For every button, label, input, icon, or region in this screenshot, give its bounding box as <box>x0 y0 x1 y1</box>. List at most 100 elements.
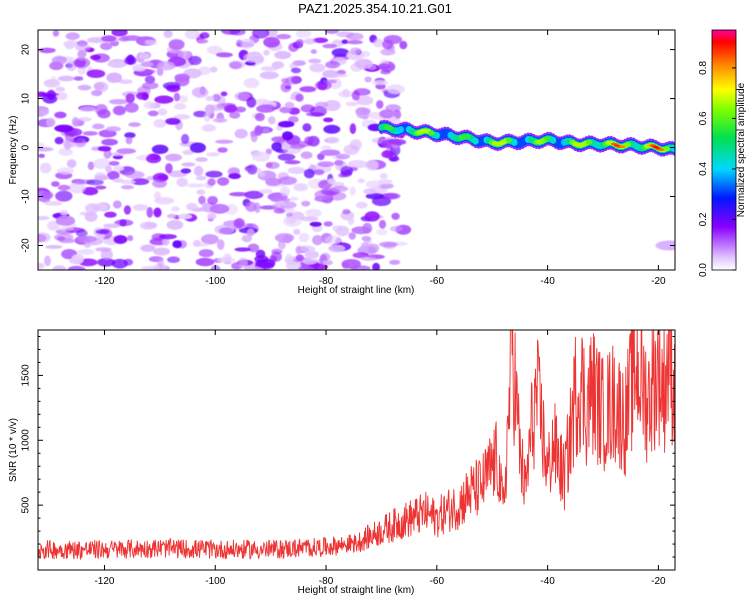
noise-blob <box>167 256 180 264</box>
x-tick-label: -60 <box>430 576 445 587</box>
noise-blob <box>128 122 141 127</box>
noise-blob <box>112 105 126 116</box>
noise-blob <box>124 102 139 113</box>
noise-blob <box>184 30 200 40</box>
noise-blob <box>73 76 84 81</box>
signal-ridge-mark <box>464 134 471 139</box>
snr-y-axis-label: SNR (10 * v/v) <box>8 418 19 482</box>
x-tick-label: -60 <box>430 276 445 287</box>
noise-blob <box>77 248 95 255</box>
noise-blob <box>124 170 145 179</box>
noise-blob <box>207 196 219 205</box>
noise-blob <box>379 241 398 248</box>
noise-blob <box>259 188 273 194</box>
noise-blob <box>234 106 247 113</box>
noise-blob <box>197 39 209 44</box>
noise-blob <box>118 79 133 84</box>
noise-blob <box>174 103 187 110</box>
noise-blob <box>73 57 91 69</box>
noise-blob <box>174 73 190 82</box>
noise-blob <box>153 247 171 256</box>
x-tick-label: -120 <box>94 576 114 587</box>
noise-blob <box>304 136 314 145</box>
noise-blob <box>268 116 276 125</box>
noise-blob <box>298 232 310 243</box>
noise-blob <box>347 160 368 169</box>
noise-blob <box>140 221 157 230</box>
noise-blob <box>323 221 333 227</box>
noise-blob <box>54 111 67 119</box>
noise-blob <box>246 96 257 108</box>
noise-blob <box>216 239 225 251</box>
noise-blob <box>207 45 223 55</box>
noise-blob <box>45 244 63 249</box>
noise-blob <box>285 76 301 85</box>
signal-ridge-mark <box>472 137 479 145</box>
noise-blob <box>157 108 168 116</box>
noise-blob <box>212 93 221 102</box>
noise-blob <box>218 227 234 235</box>
noise-blob <box>71 254 84 265</box>
noise-blob <box>389 139 407 146</box>
figure-title: PAZ1.2025.354.10.21.G01 <box>298 1 452 16</box>
snr-series-line <box>38 330 675 561</box>
noise-blob <box>362 222 373 234</box>
noise-blob <box>193 242 210 247</box>
noise-blob <box>264 104 274 110</box>
x-tick-label: -80 <box>319 276 334 287</box>
noise-blob <box>324 235 342 245</box>
noise-blob <box>131 178 150 186</box>
noise-blob <box>108 99 129 105</box>
x-tick-label: -20 <box>651 276 666 287</box>
noise-blob <box>163 30 173 38</box>
noise-blob <box>125 93 135 104</box>
noise-blob <box>143 101 156 109</box>
noise-blob <box>252 30 270 39</box>
colorbar-ticks: 0.0 0.2 0.4 0.6 0.8 <box>698 61 736 277</box>
noise-blob <box>54 136 64 145</box>
noise-blob <box>265 177 282 186</box>
noise-blob <box>274 51 292 60</box>
noise-blob <box>312 235 323 246</box>
noise-blob <box>45 117 56 127</box>
noise-blob <box>122 35 142 41</box>
noise-blob <box>383 192 401 200</box>
noise-blob <box>141 81 159 90</box>
noise-blob <box>212 117 228 123</box>
noise-blob <box>132 65 146 72</box>
noise-blob <box>205 170 223 178</box>
noise-blob <box>258 171 266 177</box>
noise-blob <box>139 53 150 60</box>
noise-blob <box>327 178 336 185</box>
noise-blob <box>173 92 180 102</box>
noise-blob <box>325 60 340 69</box>
noise-blob <box>224 104 238 113</box>
noise-blob <box>209 203 230 214</box>
noise-blob <box>229 192 249 197</box>
noise-blob <box>263 36 280 48</box>
noise-blob <box>101 35 117 42</box>
noise-blob <box>136 92 149 100</box>
noise-blob <box>290 144 306 149</box>
noise-blob <box>97 146 112 152</box>
noise-blob <box>243 78 260 89</box>
noise-blob <box>139 39 146 45</box>
noise-blob <box>342 209 351 215</box>
noise-blob <box>320 145 332 150</box>
noise-blob <box>313 169 325 176</box>
noise-blob <box>254 125 263 136</box>
signal-ridge-mark <box>505 138 512 143</box>
noise-blob <box>295 254 304 261</box>
noise-blob <box>181 162 196 167</box>
noise-blob <box>335 225 350 237</box>
signal-ridge-mark <box>511 138 518 146</box>
colorbar-tick-label: 0.4 <box>698 162 709 176</box>
noise-blob <box>399 40 408 50</box>
signal-ridge-mark <box>663 146 670 152</box>
noise-blob <box>55 92 68 101</box>
noise-blob <box>51 181 60 187</box>
noise-blob <box>295 245 302 255</box>
noise-blob <box>106 72 122 83</box>
noise-blob <box>58 226 75 232</box>
